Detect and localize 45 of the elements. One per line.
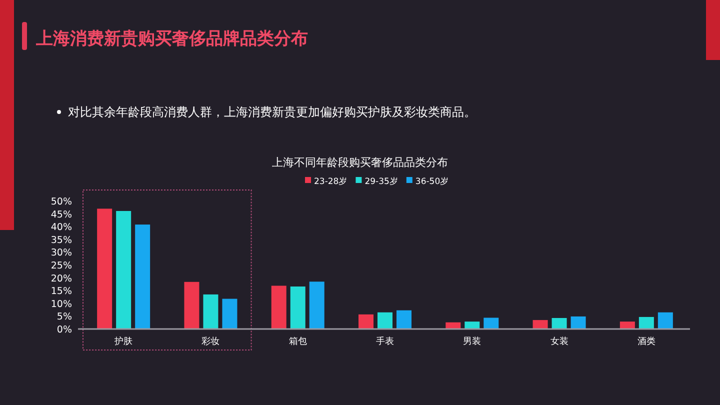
bar [358, 314, 374, 329]
bar [222, 298, 238, 329]
bar [484, 318, 499, 329]
x-tick-label: 护肤 [114, 336, 133, 347]
bar [658, 312, 673, 329]
x-tick-label: 男装 [463, 336, 482, 347]
chart-subtitle: 对比其余年龄段高消费人群，上海消费新贵更加偏好购买护肤及彩妆类商品。 [68, 105, 476, 119]
bar [97, 208, 112, 329]
bar [552, 318, 567, 329]
bar [309, 282, 324, 329]
y-tick-label: 20% [50, 273, 72, 284]
bar [135, 224, 150, 329]
x-tick-label: 箱包 [288, 336, 307, 347]
y-tick-label: 45% [50, 209, 72, 220]
bar [570, 316, 586, 329]
y-tick-label: 10% [50, 298, 72, 310]
bar [396, 310, 412, 329]
y-tick-label: 5% [56, 312, 72, 323]
legend-label: 36-50岁 [415, 176, 450, 187]
y-tick-label: 25% [50, 260, 72, 272]
x-tick-label: 女装 [550, 336, 568, 347]
bar [446, 322, 461, 329]
bar [532, 320, 548, 329]
bar [290, 286, 306, 329]
bar [271, 286, 286, 329]
text: 上海不同年龄段购买奢侈品品类分布 [272, 156, 448, 169]
y-tick-label: 35% [50, 234, 72, 246]
bar [638, 316, 654, 329]
bar [184, 282, 200, 329]
y-tick-label: 0% [56, 324, 72, 336]
y-tick-label: 50% [50, 196, 72, 208]
bar [620, 322, 635, 329]
x-tick-label: 手表 [376, 336, 394, 347]
bar [116, 210, 132, 329]
y-tick-label: 40% [50, 222, 72, 234]
legend-label: 29-35岁 [364, 176, 398, 187]
legend-label: 23-28岁 [314, 176, 348, 187]
x-tick-label: 酒类 [637, 336, 656, 347]
bar [378, 312, 392, 329]
chart-title: 上海消费新贵购买奢侈品牌品类分布 [35, 29, 308, 49]
y-tick-label: 30% [50, 248, 72, 259]
bar [464, 322, 480, 329]
y-tick-label: 15% [50, 286, 72, 298]
x-tick-label: 彩妆 [202, 336, 220, 347]
bar [203, 294, 218, 329]
